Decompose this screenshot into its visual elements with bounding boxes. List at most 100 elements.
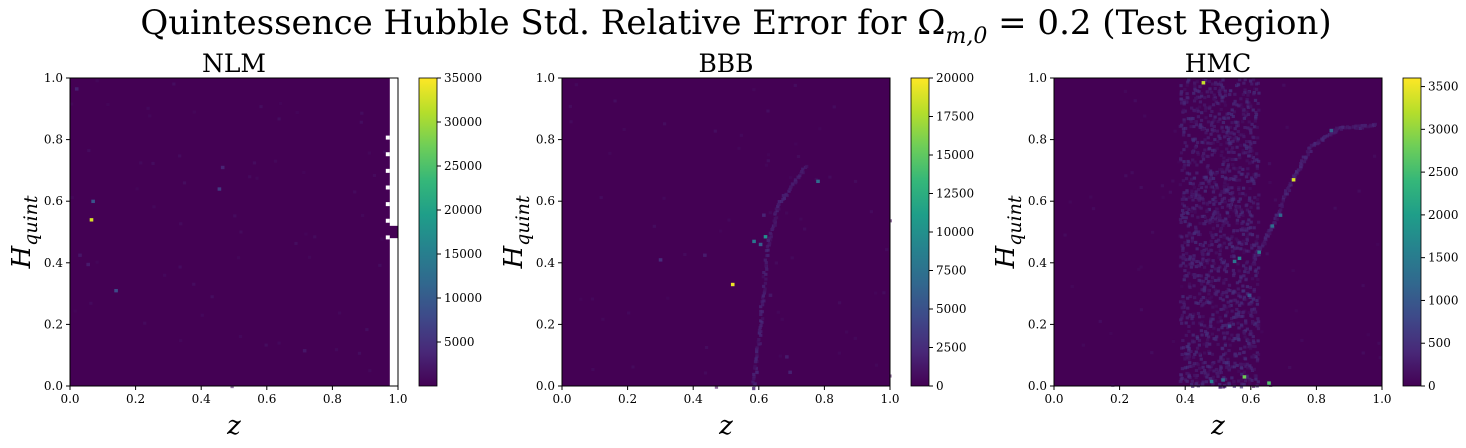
heatmap-cell <box>1256 202 1260 206</box>
y-tick-label: 0.0 <box>44 379 63 393</box>
x-tick-label: 0.0 <box>1044 392 1063 406</box>
heatmap-cell <box>1188 257 1192 261</box>
heatmap-cell <box>1244 204 1248 208</box>
heatmap-cell <box>1255 253 1259 257</box>
heatmap-cell <box>1207 258 1211 262</box>
heatmap-cell <box>1227 349 1231 353</box>
heatmap-cell <box>1241 264 1246 268</box>
heatmap-cell <box>882 291 886 295</box>
heatmap-cell <box>1204 116 1208 120</box>
heatmap-cell <box>1202 103 1207 107</box>
heatmap-cell <box>784 211 789 215</box>
heatmap-cell <box>763 289 767 293</box>
heatmap-hotspot <box>762 213 766 217</box>
heatmap-cell <box>1237 292 1241 296</box>
heatmap-cell <box>106 102 110 107</box>
heatmap-cell <box>1239 366 1244 370</box>
heatmap-cell <box>1196 150 1200 154</box>
heatmap-cell <box>1213 379 1218 383</box>
heatmap-cell <box>1239 247 1243 251</box>
heatmap-cell <box>1229 317 1234 321</box>
heatmap-cell <box>1212 369 1216 373</box>
heatmap-cell <box>1230 150 1234 154</box>
heatmap-cell <box>757 337 761 342</box>
missing-region <box>389 238 398 386</box>
heatmap-cell <box>1227 111 1231 116</box>
heatmap-cell <box>1218 382 1222 387</box>
heatmap-cell <box>1179 92 1183 96</box>
heatmap-cell <box>1235 124 1239 128</box>
heatmap-background <box>1054 78 1382 386</box>
heatmap-cell <box>789 176 793 180</box>
heatmap-cell <box>1188 364 1192 368</box>
heatmap-cell <box>1248 140 1252 144</box>
heatmap-cell <box>1193 120 1197 124</box>
heatmap-hotspot <box>1329 128 1334 133</box>
heatmap-cell <box>1225 262 1230 266</box>
heatmap-cell <box>1199 323 1204 327</box>
heatmap-cell <box>1262 240 1267 244</box>
heatmap-cell <box>1220 99 1224 103</box>
heatmap-cell <box>1208 146 1212 150</box>
heatmap-cell <box>1186 239 1190 244</box>
heatmap-cell <box>1210 300 1214 304</box>
heatmap-cell <box>1241 133 1246 137</box>
heatmap-cell <box>1241 289 1245 293</box>
heatmap-cell <box>1237 188 1241 192</box>
heatmap-cell <box>1184 197 1188 201</box>
heatmap-cell <box>1240 106 1244 110</box>
heatmap-cell <box>1207 288 1212 292</box>
heatmap-cell <box>1179 84 1183 88</box>
heatmap-cell <box>622 127 626 132</box>
heatmap-cell <box>1298 164 1303 169</box>
heatmap-cell <box>1216 210 1220 214</box>
heatmap-cell <box>1231 114 1235 118</box>
heatmap-cell <box>1219 366 1223 370</box>
heatmap-cell <box>1235 84 1239 88</box>
heatmap-cell <box>752 377 756 381</box>
heatmap-cell <box>787 189 791 193</box>
heatmap-cell <box>1180 197 1184 201</box>
heatmap-cell <box>1210 148 1215 152</box>
heatmap-cell <box>1214 251 1218 255</box>
heatmap-cell <box>1205 259 1209 263</box>
heatmap-cell <box>1225 158 1229 162</box>
heatmap-cell <box>1253 140 1257 145</box>
heatmap-cell <box>1216 139 1220 143</box>
heatmap-cell <box>1182 256 1187 260</box>
heatmap-cell <box>1181 211 1186 215</box>
heatmap-cell <box>1209 231 1213 235</box>
colorbar-tick-label: 35000 <box>444 71 482 85</box>
figure-suptitle: Quintessence Hubble Std. Relative Error … <box>140 3 1331 49</box>
heatmap-cell <box>1194 204 1199 208</box>
heatmap-cell <box>1199 94 1204 98</box>
heatmap-cell <box>1242 81 1246 85</box>
heatmap-cell <box>631 365 635 369</box>
heatmap-cell <box>1233 92 1237 96</box>
heatmap-cell <box>1238 166 1242 170</box>
heatmap-cell <box>192 110 196 114</box>
heatmap-cell <box>1234 157 1238 162</box>
heatmap-cell <box>1237 78 1242 82</box>
heatmap-cell <box>793 83 797 87</box>
heatmap-cell <box>1123 89 1128 93</box>
heatmap-cell <box>1225 382 1229 386</box>
heatmap-cell <box>1200 140 1204 144</box>
heatmap-cell <box>1235 307 1239 311</box>
heatmap-cell <box>1217 359 1221 363</box>
heatmap-cell <box>1207 181 1211 185</box>
heatmap-cell <box>1181 193 1186 197</box>
heatmap-cell <box>1220 125 1224 129</box>
heatmap-cell <box>1181 346 1186 350</box>
heatmap-cell <box>755 347 759 351</box>
heatmap-cell <box>1196 363 1200 367</box>
heatmap-cell <box>1252 92 1256 96</box>
heatmap-cell <box>1227 177 1232 182</box>
heatmap-cell <box>1210 128 1214 132</box>
heatmap-cell <box>780 317 784 321</box>
heatmap-cell <box>1214 367 1219 371</box>
y-tick-label: 0.2 <box>44 317 63 331</box>
heatmap-cell <box>1207 249 1211 253</box>
heatmap-cell <box>1257 253 1261 257</box>
heatmap-cell <box>1223 314 1228 318</box>
